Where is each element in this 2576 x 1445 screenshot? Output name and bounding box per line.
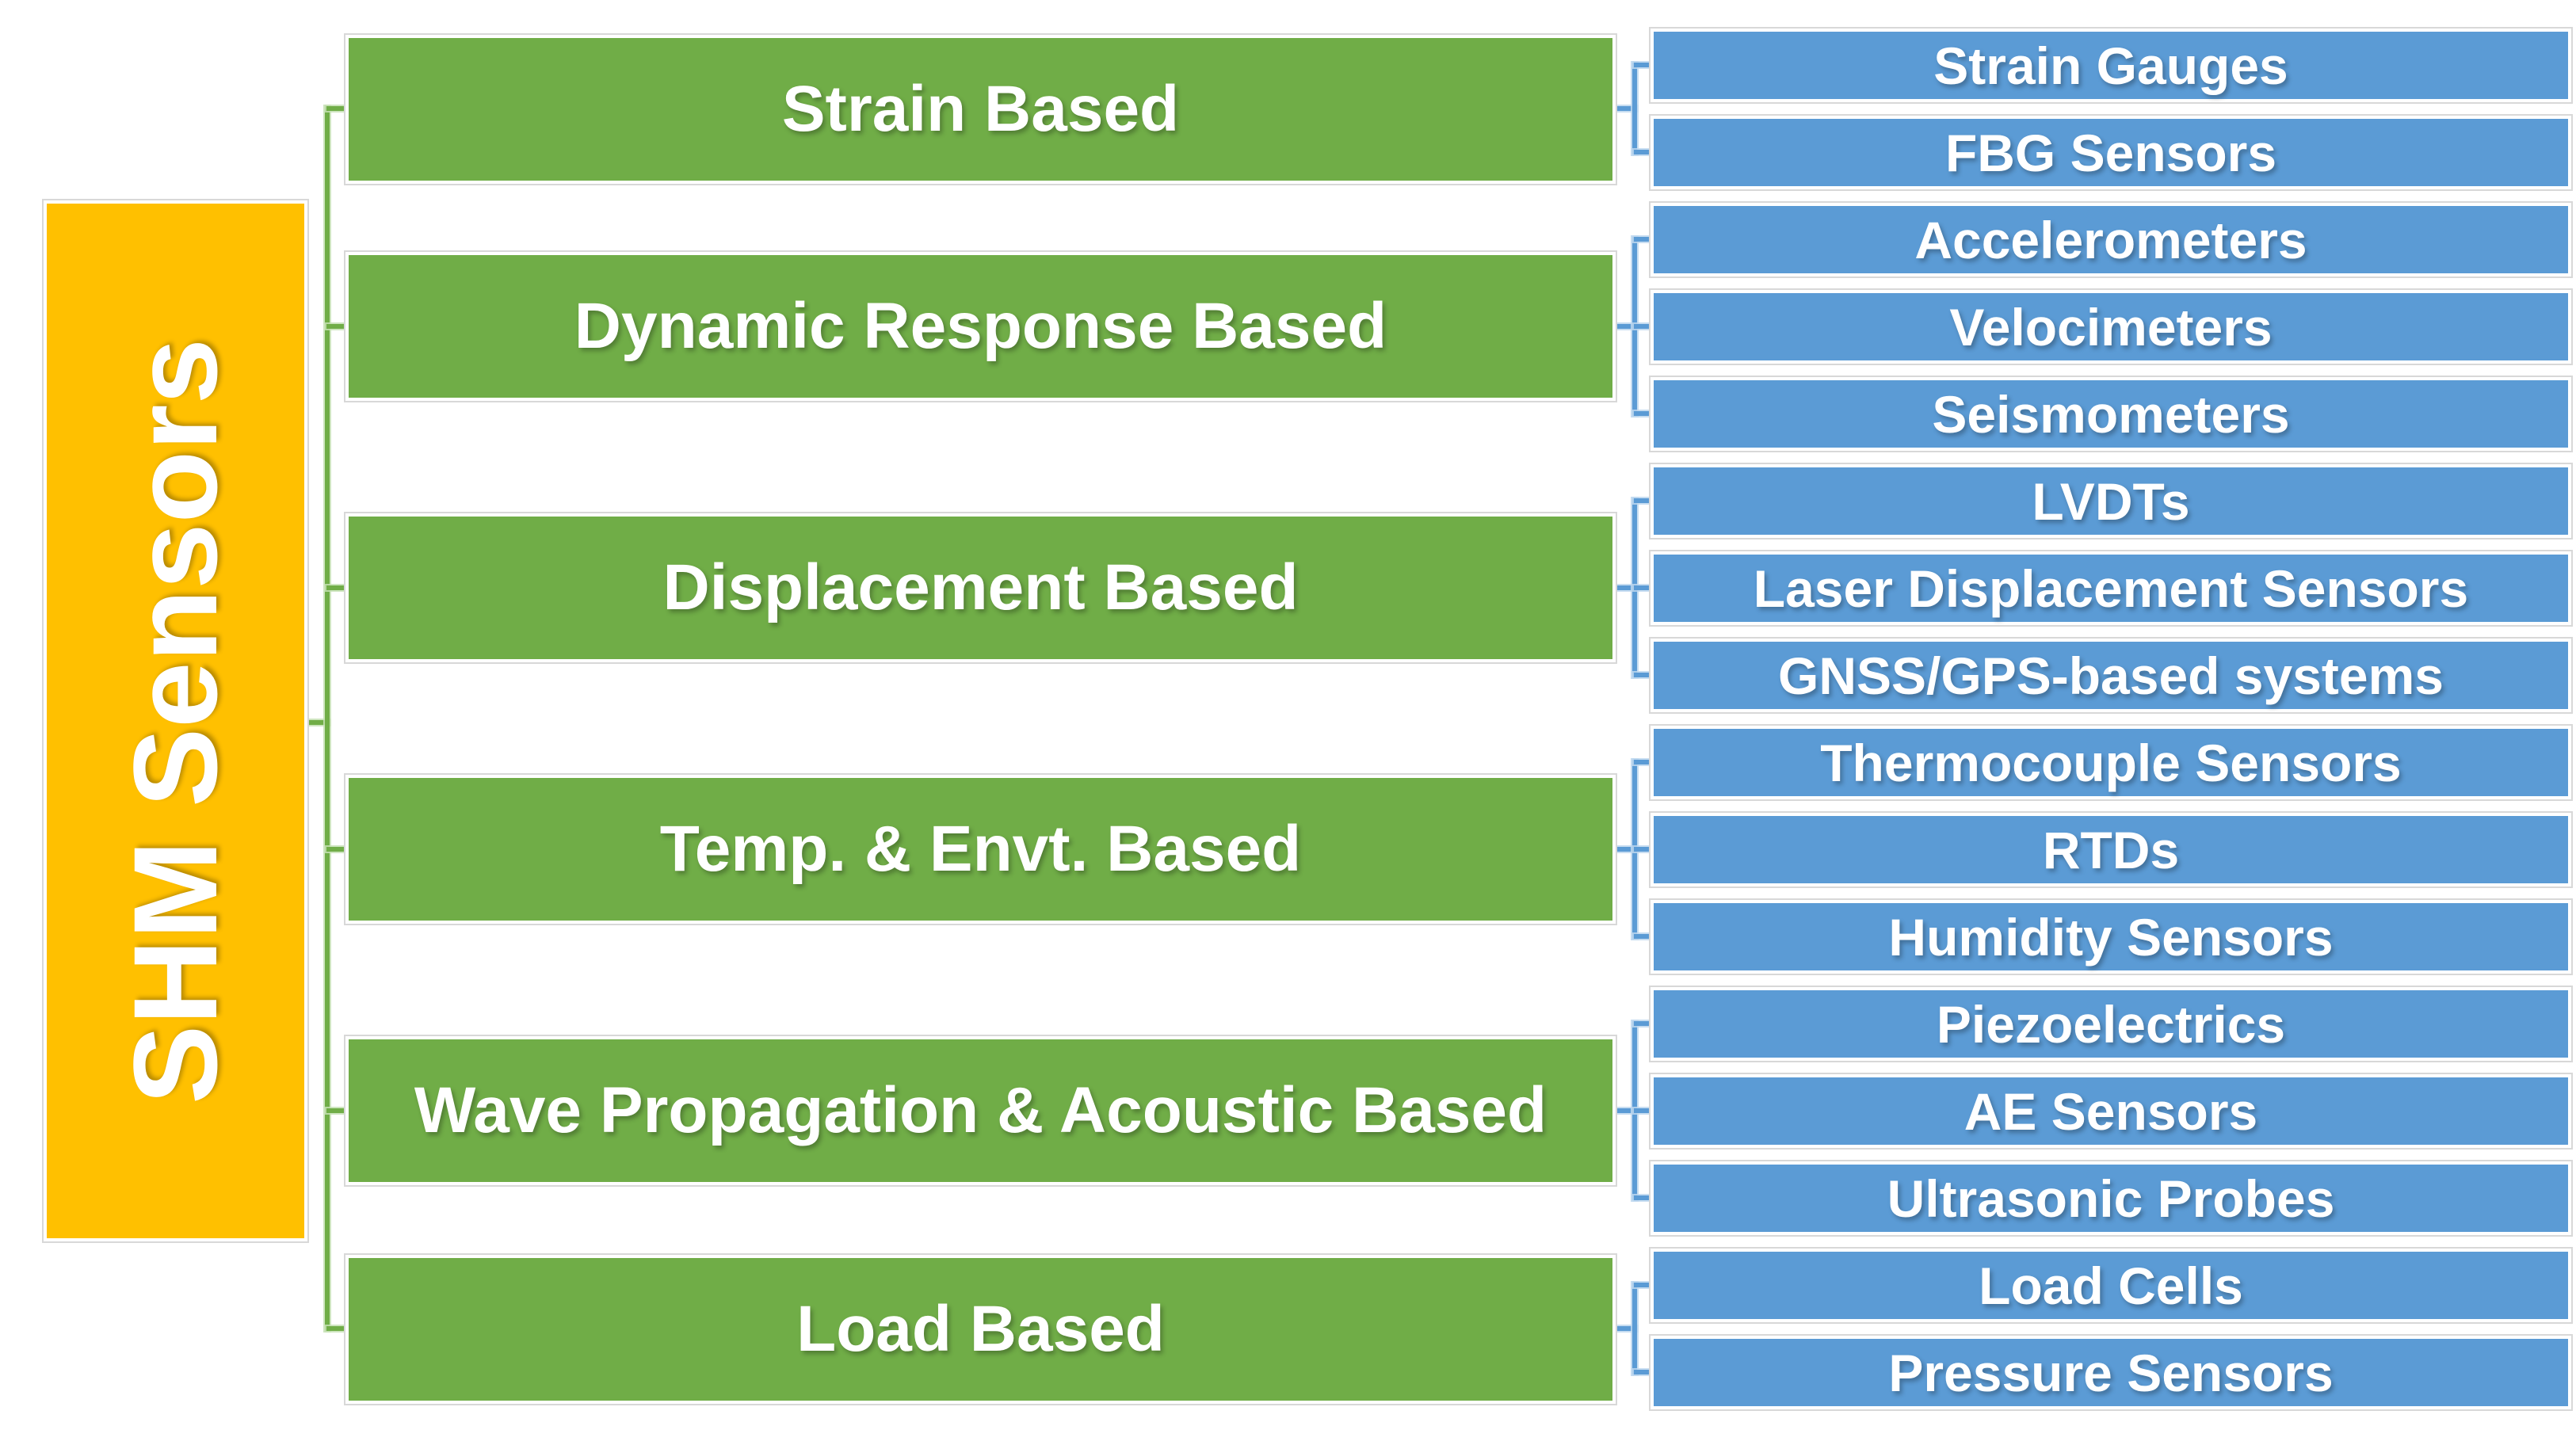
connector-group-line xyxy=(1609,106,1637,111)
category-node-dynamic-response-based: Dynamic Response Based xyxy=(344,250,1617,402)
category-node-wave-propagation-acoustic-based: Wave Propagation & Acoustic Based xyxy=(344,1035,1617,1187)
leaf-label: Piezoelectrics xyxy=(1936,994,2286,1054)
connector-category-stub xyxy=(326,847,345,852)
connector-leaf-stub xyxy=(1634,673,1654,677)
leaf-label: Strain Gauges xyxy=(1933,36,2288,95)
connector-group-line xyxy=(1609,585,1637,590)
category-label: Wave Propagation & Acoustic Based xyxy=(414,1074,1548,1146)
leaf-label: Ultrasonic Probes xyxy=(1887,1169,2335,1228)
leaf-label: GNSS/GPS-based systems xyxy=(1777,646,2444,705)
leaf-node-load-cells: Load Cells xyxy=(1649,1247,2573,1324)
leaf-label: Pressure Sensors xyxy=(1888,1343,2334,1402)
connector-category-stub xyxy=(326,106,345,111)
connector-trunk xyxy=(325,106,330,1331)
connector-group-bracket xyxy=(1632,1283,1637,1374)
connector-leaf-stub xyxy=(1634,237,1654,242)
leaf-node-seismometers: Seismometers xyxy=(1649,376,2573,452)
connector-leaf-stub xyxy=(1634,498,1654,503)
leaf-label: Load Cells xyxy=(1979,1256,2243,1315)
connector-root-line xyxy=(307,720,330,725)
connector-group-line xyxy=(1609,1108,1637,1113)
leaf-node-velocimeters: Velocimeters xyxy=(1649,288,2573,365)
connector-leaf-stub xyxy=(1634,324,1654,329)
connector-category-stub xyxy=(326,1326,345,1331)
leaf-label: FBG Sensors xyxy=(1944,123,2277,182)
leaf-label: AE Sensors xyxy=(1963,1081,2258,1141)
connector-leaf-stub xyxy=(1634,1195,1654,1200)
leaf-label: Accelerometers xyxy=(1914,210,2307,269)
leaf-node-piezoelectrics: Piezoelectrics xyxy=(1649,986,2573,1062)
connector-leaf-stub xyxy=(1634,585,1654,590)
leaf-node-rtds: RTDs xyxy=(1649,811,2573,888)
connector-group-line xyxy=(1609,847,1637,852)
connector-category-stub xyxy=(326,1108,345,1113)
connector-group-bracket xyxy=(1632,63,1637,154)
connector-leaf-stub xyxy=(1634,150,1654,154)
leaf-node-ae-sensors: AE Sensors xyxy=(1649,1073,2573,1150)
connector-leaf-stub xyxy=(1634,63,1654,67)
category-label: Load Based xyxy=(796,1293,1165,1365)
leaf-node-accelerometers: Accelerometers xyxy=(1649,201,2573,278)
leaf-node-pressure-sensors: Pressure Sensors xyxy=(1649,1334,2573,1411)
category-label: Temp. & Envt. Based xyxy=(659,813,1302,885)
connector-group-line xyxy=(1609,1326,1637,1331)
leaf-label: Seismometers xyxy=(1932,384,2290,444)
connector-group-line xyxy=(1609,324,1637,329)
leaf-label: RTDs xyxy=(2042,820,2180,879)
connector-leaf-stub xyxy=(1634,1370,1654,1374)
category-node-temp-envt-based: Temp. & Envt. Based xyxy=(344,773,1617,925)
leaf-node-thermocouple-sensors: Thermocouple Sensors xyxy=(1649,724,2573,801)
leaf-label: Thermocouple Sensors xyxy=(1820,733,2402,792)
category-label: Displacement Based xyxy=(662,551,1299,623)
category-label: Strain Based xyxy=(781,73,1180,145)
connector-leaf-stub xyxy=(1634,847,1654,852)
connector-leaf-stub xyxy=(1634,411,1654,416)
category-node-displacement-based: Displacement Based xyxy=(344,512,1617,664)
leaf-node-fbg-sensors: FBG Sensors xyxy=(1649,114,2573,191)
leaf-node-ultrasonic-probes: Ultrasonic Probes xyxy=(1649,1160,2573,1237)
connector-leaf-stub xyxy=(1634,760,1654,764)
connector-leaf-stub xyxy=(1634,1108,1654,1113)
connector-category-stub xyxy=(326,585,345,590)
connector-leaf-stub xyxy=(1634,934,1654,939)
leaf-node-gnss-gps-based-systems: GNSS/GPS-based systems xyxy=(1649,637,2573,714)
connector-leaf-stub xyxy=(1634,1021,1654,1026)
leaf-node-humidity-sensors: Humidity Sensors xyxy=(1649,898,2573,975)
root-label: SHM Sensors xyxy=(109,337,242,1104)
category-node-load-based: Load Based xyxy=(344,1253,1617,1405)
connector-category-stub xyxy=(326,324,345,329)
leaf-node-lvdts: LVDTs xyxy=(1649,463,2573,539)
leaf-node-strain-gauges: Strain Gauges xyxy=(1649,27,2573,104)
category-node-strain-based: Strain Based xyxy=(344,33,1617,185)
leaf-label: LVDTs xyxy=(2032,471,2190,531)
leaf-label: Laser Displacement Sensors xyxy=(1753,559,2469,618)
root-node-shm-sensors: SHM Sensors xyxy=(42,199,309,1243)
leaf-label: Humidity Sensors xyxy=(1888,907,2334,967)
leaf-node-laser-displacement-sensors: Laser Displacement Sensors xyxy=(1649,550,2573,627)
connector-leaf-stub xyxy=(1634,1283,1654,1287)
leaf-label: Velocimeters xyxy=(1949,297,2273,356)
category-label: Dynamic Response Based xyxy=(574,290,1387,362)
